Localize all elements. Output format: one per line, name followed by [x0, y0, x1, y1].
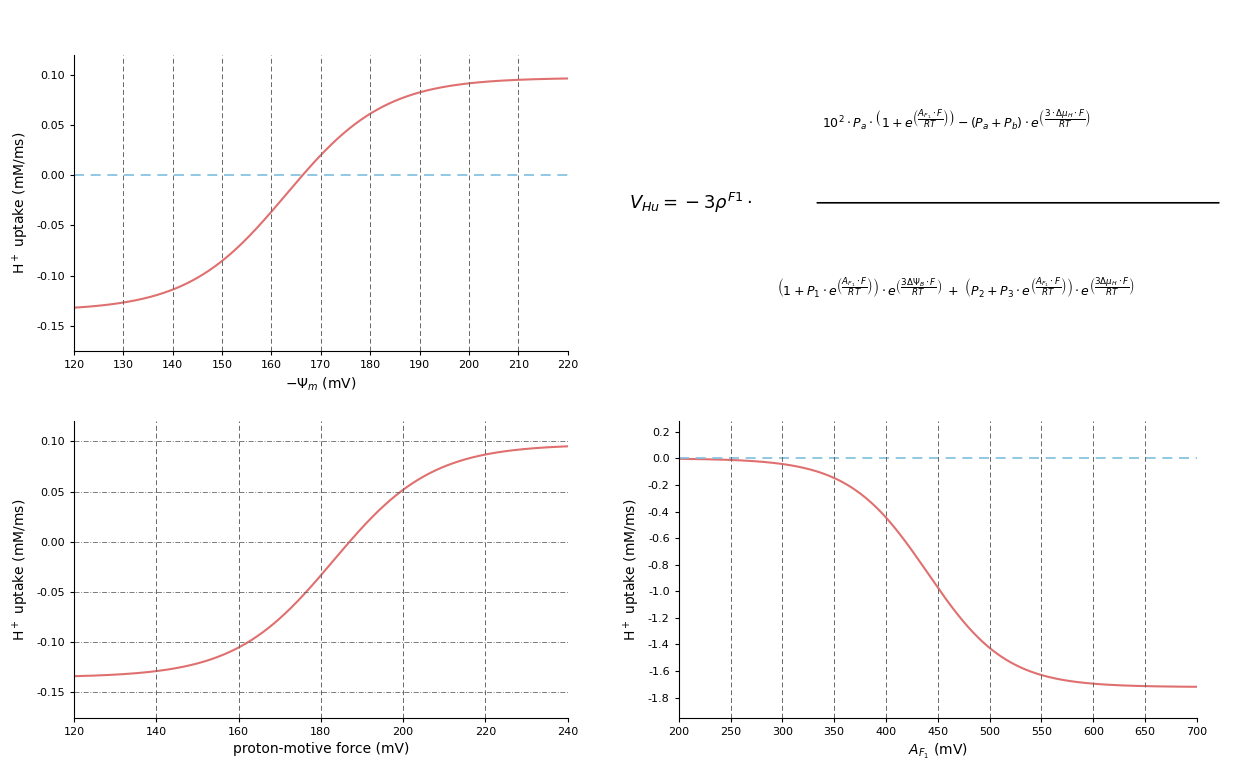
X-axis label: $A_{F_1}$ (mV): $A_{F_1}$ (mV)	[908, 743, 967, 761]
X-axis label: proton-motive force (mV): proton-motive force (mV)	[233, 743, 408, 756]
Y-axis label: H$^+$ uptake (mM/ms): H$^+$ uptake (mM/ms)	[622, 498, 643, 640]
Text: $10^2 \cdot P_a \cdot \left(1+e^{\left(\dfrac{A_{F_1}\cdot F}{RT}\right)}\right): $10^2 \cdot P_a \cdot \left(1+e^{\left(\…	[822, 108, 1091, 133]
Y-axis label: H$^+$ uptake (mM/ms): H$^+$ uptake (mM/ms)	[11, 132, 31, 274]
Text: $V_{Hu} = -3\rho^{F1} \cdot$: $V_{Hu} = -3\rho^{F1} \cdot$	[629, 191, 753, 214]
Text: $\left(1+P_1\cdot e^{\left(\dfrac{A_{F_1}\cdot F}{RT}\right)}\right)\cdot e^{\le: $\left(1+P_1\cdot e^{\left(\dfrac{A_{F_1…	[777, 276, 1135, 301]
Y-axis label: H$^+$ uptake (mM/ms): H$^+$ uptake (mM/ms)	[11, 498, 31, 640]
X-axis label: $-\Psi_m$ (mV): $-\Psi_m$ (mV)	[285, 376, 357, 393]
